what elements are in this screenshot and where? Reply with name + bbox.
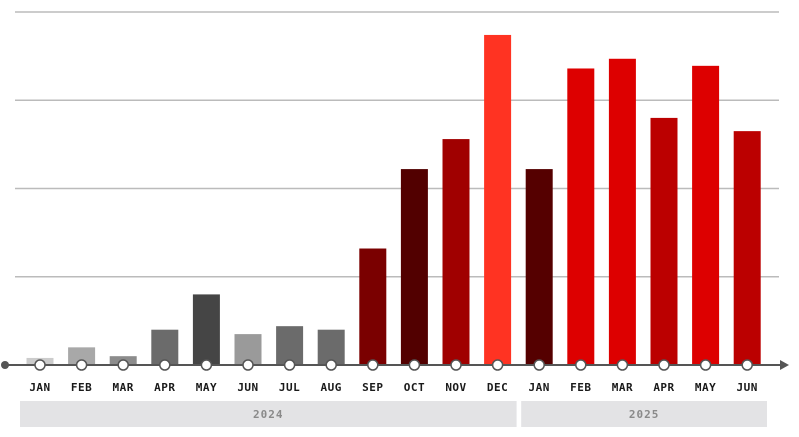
bar-1 — [68, 347, 96, 365]
bar-11 — [484, 34, 512, 365]
bar-14 — [608, 58, 636, 366]
tick-marker-15 — [658, 359, 670, 371]
year-band-2025 — [521, 401, 767, 427]
tick-marker-16 — [699, 359, 712, 371]
tick-label-17: JUN — [737, 381, 758, 394]
tick-marker-13 — [575, 359, 587, 371]
tick-label-9: OCT — [404, 381, 425, 394]
tick-marker-10 — [450, 359, 462, 371]
tick-label-3: APR — [154, 381, 175, 394]
tick-marker-12 — [533, 359, 545, 371]
tick-marker-1 — [75, 359, 88, 371]
tick-label-15: APR — [653, 381, 674, 394]
bar-4 — [192, 294, 220, 365]
tick-marker-5 — [242, 359, 254, 371]
year-band-2024 — [20, 401, 517, 427]
bar-10 — [442, 139, 470, 365]
tick-label-13: FEB — [570, 381, 591, 394]
tick-marker-2 — [117, 359, 129, 371]
tick-marker-11 — [491, 359, 504, 371]
tick-label-16: MAY — [695, 381, 716, 394]
year-label-2025: 2025 — [629, 408, 660, 421]
tick-marker-7 — [325, 359, 337, 371]
bar-9 — [400, 169, 428, 365]
axis-start-dot — [1, 361, 9, 369]
tick-label-6: JUL — [279, 381, 300, 394]
bar-16 — [692, 65, 720, 366]
bar-17 — [733, 131, 761, 365]
bar-7 — [317, 329, 345, 365]
tick-marker-14 — [616, 359, 629, 371]
tick-label-10: NOV — [445, 381, 466, 394]
tick-label-0: JAN — [29, 381, 50, 394]
tick-marker-0 — [34, 359, 46, 371]
bar-15 — [650, 117, 678, 366]
bar-13 — [567, 68, 595, 365]
tick-label-12: JAN — [529, 381, 550, 394]
tick-marker-6 — [283, 359, 296, 371]
year-label-2024: 2024 — [253, 408, 284, 421]
tick-label-4: MAY — [196, 381, 217, 394]
tick-label-11: DEC — [487, 381, 508, 394]
tick-label-2: MAR — [113, 381, 134, 394]
tick-marker-3 — [159, 359, 171, 371]
bar-3 — [151, 329, 179, 365]
tick-label-1: FEB — [71, 381, 92, 394]
tick-label-7: AUG — [321, 381, 342, 394]
bar-6 — [276, 326, 304, 365]
tick-label-8: SEP — [362, 381, 383, 394]
bar-8 — [359, 248, 387, 365]
bar-12 — [525, 169, 553, 365]
tick-label-14: MAR — [612, 381, 633, 394]
tick-marker-17 — [741, 359, 753, 371]
tick-marker-4 — [200, 359, 213, 371]
tick-marker-8 — [367, 359, 379, 371]
axis-arrow-icon — [780, 360, 789, 370]
tick-label-5: JUN — [237, 381, 258, 394]
tick-marker-9 — [408, 359, 421, 371]
